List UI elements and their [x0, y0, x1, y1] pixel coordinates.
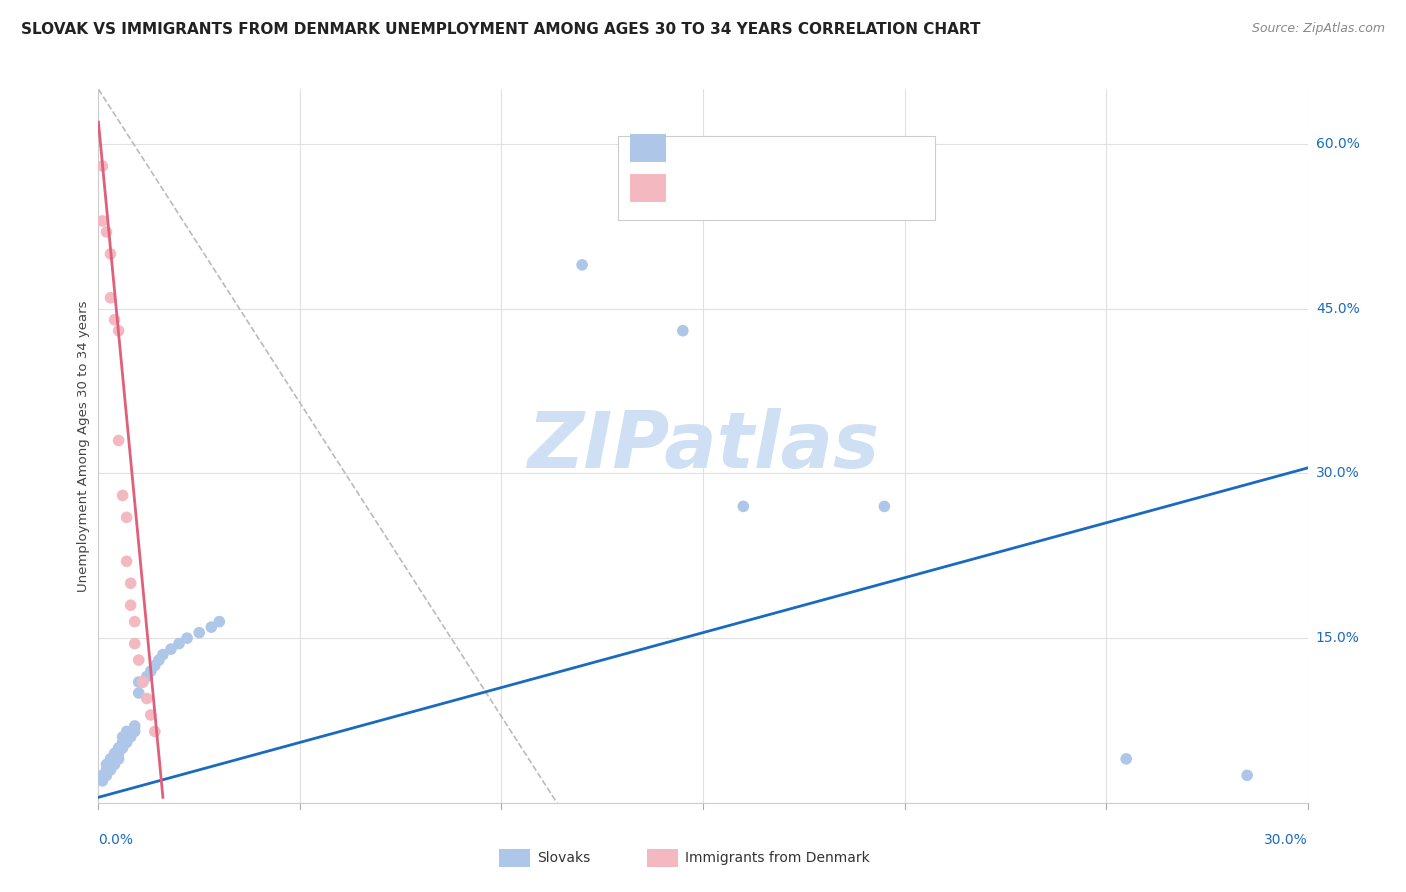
Point [115, 735, 138, 749]
Point [111, 735, 134, 749]
Point [124, 724, 146, 739]
Point [91, 214, 114, 228]
Point [107, 324, 129, 338]
Y-axis label: Unemployment Among Ages 30 to 34 years: Unemployment Among Ages 30 to 34 years [77, 301, 90, 591]
Point [111, 730, 134, 744]
Text: 15.0%: 15.0% [1316, 632, 1360, 645]
Point [139, 708, 162, 723]
Point [100, 247, 122, 261]
Point [96, 768, 118, 782]
Point [160, 642, 183, 657]
Point [91, 773, 114, 788]
Point [107, 434, 129, 448]
Text: Source: ZipAtlas.com: Source: ZipAtlas.com [1251, 22, 1385, 36]
Point [120, 724, 142, 739]
Point [107, 740, 129, 755]
Point [132, 675, 155, 690]
Point [100, 291, 122, 305]
Text: N = 44: N = 44 [794, 143, 856, 161]
Point [1115, 752, 1137, 766]
Point [152, 648, 174, 662]
Point [139, 664, 162, 678]
Point [115, 554, 138, 568]
Point [128, 686, 150, 700]
Point [120, 730, 142, 744]
Point [96, 225, 118, 239]
Point [115, 510, 138, 524]
Point [167, 637, 190, 651]
Point [124, 615, 146, 629]
Point [100, 757, 122, 772]
Point [115, 724, 138, 739]
Point [135, 691, 157, 706]
Point [100, 763, 122, 777]
Text: 60.0%: 60.0% [1316, 137, 1360, 151]
Point [120, 576, 142, 591]
Point [1236, 768, 1258, 782]
Point [111, 488, 134, 502]
Point [120, 598, 142, 612]
Point [96, 763, 118, 777]
Point [96, 757, 118, 772]
Text: Immigrants from Denmark: Immigrants from Denmark [685, 851, 869, 865]
Point [111, 740, 134, 755]
Point [91, 768, 114, 782]
Point [135, 669, 157, 683]
Point [200, 620, 222, 634]
Text: SLOVAK VS IMMIGRANTS FROM DENMARK UNEMPLOYMENT AMONG AGES 30 TO 34 YEARS CORRELA: SLOVAK VS IMMIGRANTS FROM DENMARK UNEMPL… [21, 22, 980, 37]
Point [107, 752, 129, 766]
Point [148, 653, 170, 667]
Text: R = 0.609: R = 0.609 [675, 183, 758, 201]
Point [115, 730, 138, 744]
Point [128, 653, 150, 667]
Point [128, 675, 150, 690]
Point [107, 747, 129, 761]
Text: N = 20: N = 20 [794, 183, 856, 201]
Text: Slovaks: Slovaks [537, 851, 591, 865]
Point [176, 631, 198, 645]
Point [208, 615, 231, 629]
Text: 30.0%: 30.0% [1264, 833, 1308, 847]
Point [873, 500, 896, 514]
Point [124, 637, 146, 651]
Point [143, 724, 166, 739]
Point [132, 675, 155, 690]
Text: 45.0%: 45.0% [1316, 301, 1360, 316]
Point [124, 719, 146, 733]
Text: 30.0%: 30.0% [1316, 467, 1360, 481]
Point [672, 324, 695, 338]
Point [100, 752, 122, 766]
Point [188, 625, 211, 640]
Point [103, 752, 125, 766]
Point [571, 258, 593, 272]
Text: 0.0%: 0.0% [98, 833, 134, 847]
Text: ZIPatlas: ZIPatlas [527, 408, 879, 484]
Point [103, 757, 125, 772]
Point [91, 159, 114, 173]
Point [103, 312, 125, 326]
Point [143, 658, 166, 673]
Point [733, 500, 755, 514]
Point [103, 747, 125, 761]
Text: R = 0.455: R = 0.455 [675, 143, 758, 161]
